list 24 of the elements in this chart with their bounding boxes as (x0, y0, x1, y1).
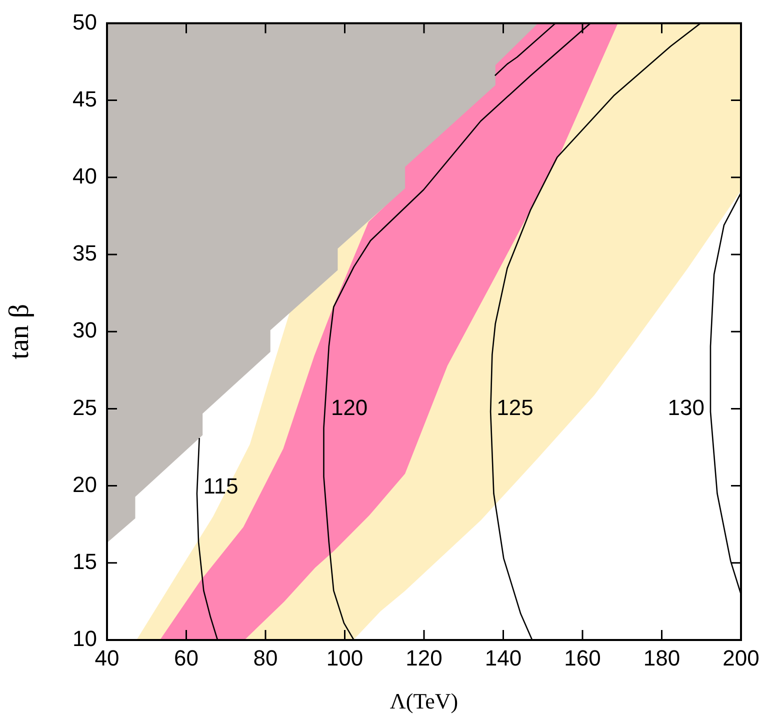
y-tick-label: 25 (72, 394, 97, 420)
y-tick-label: 50 (72, 9, 97, 34)
y-axis-title: tan β (4, 304, 36, 360)
y-tick-label: 35 (72, 240, 97, 266)
series-label: 125 (496, 394, 534, 420)
y-tick-label: 20 (72, 472, 97, 497)
y-tick-label: 15 (72, 548, 97, 574)
x-axis-title: Λ(TeV) (390, 688, 458, 714)
x-tick-label: 60 (174, 645, 198, 670)
y-tick-label: 45 (72, 86, 97, 112)
x-tick-label: 200 (722, 645, 760, 670)
series-label: 120 (330, 394, 368, 420)
x-tick-label: 140 (484, 645, 522, 670)
series-label: 115 (203, 473, 238, 498)
x-tick-label: 160 (564, 645, 601, 670)
x-tick-label: 80 (253, 645, 278, 670)
y-tick-label: 30 (72, 318, 97, 343)
x-tick-label: 100 (326, 645, 364, 670)
x-tick-label: 120 (406, 645, 442, 670)
x-tick-label: 40 (94, 645, 120, 670)
y-tick-label: 10 (72, 626, 97, 652)
x-tick-label: 180 (643, 645, 680, 670)
y-tick-label: 40 (72, 163, 97, 188)
legend-label: 130 (668, 394, 704, 420)
